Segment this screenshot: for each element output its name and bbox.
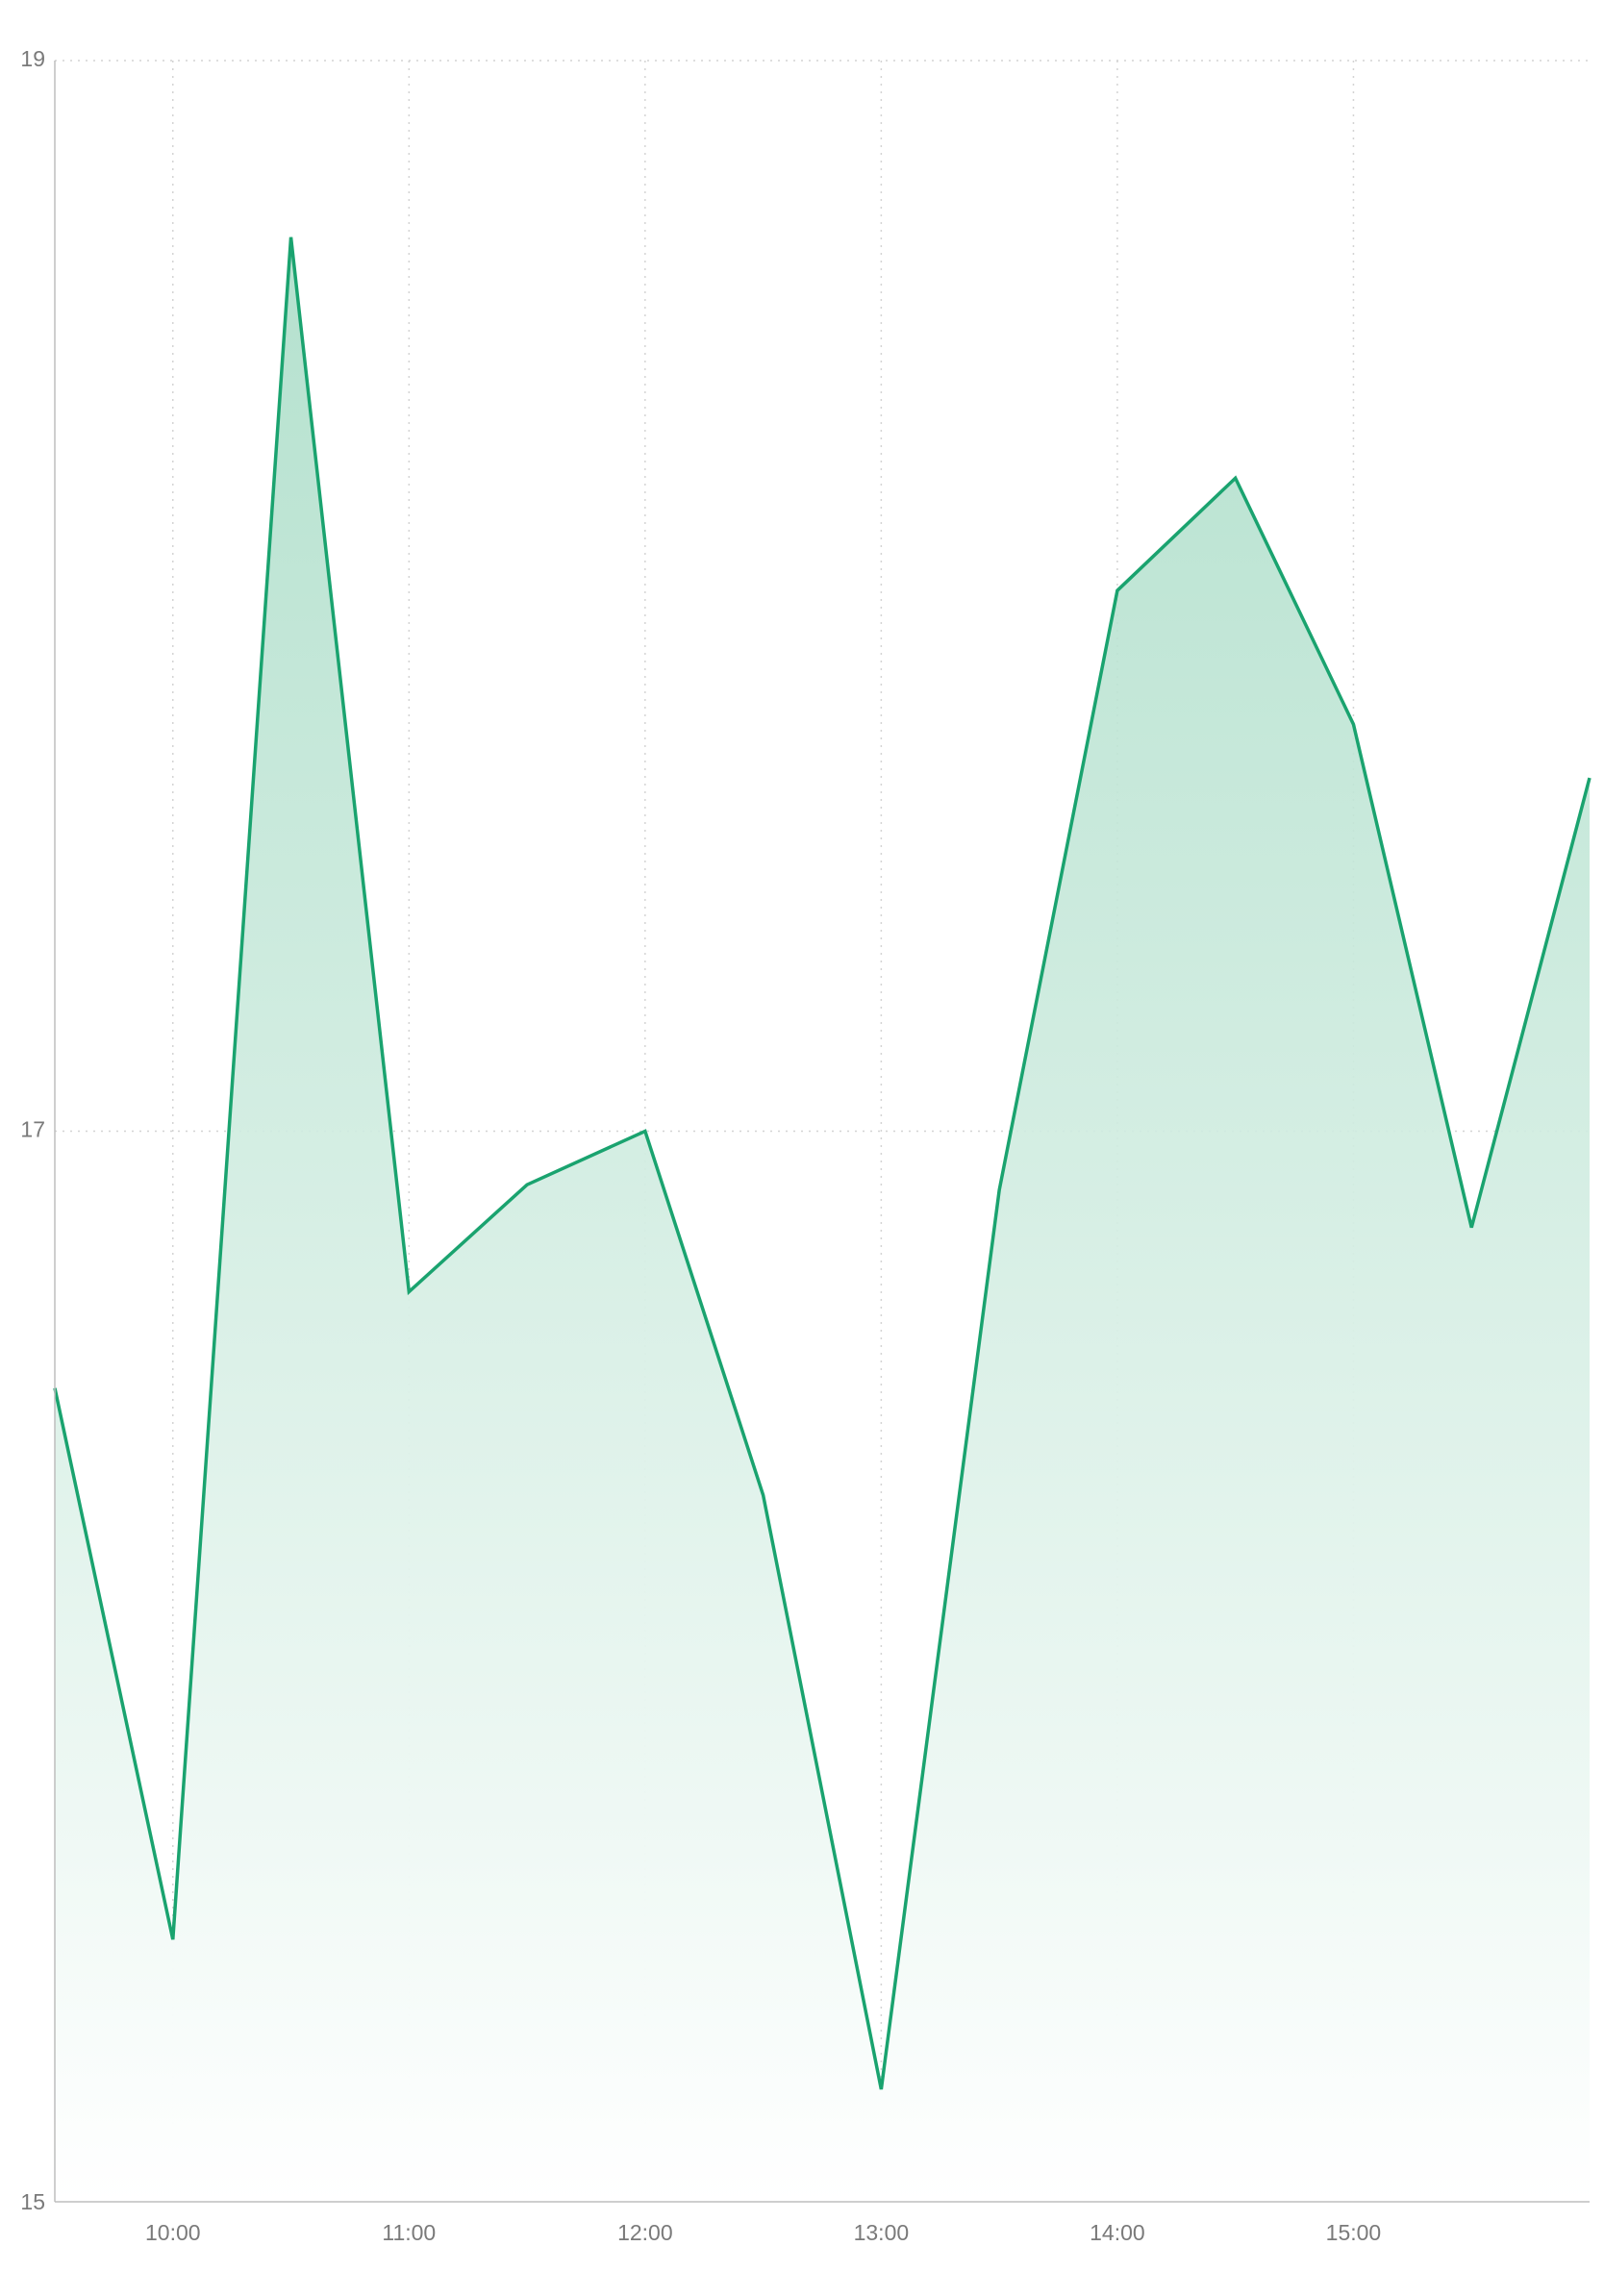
x-tick-label: 10:00 bbox=[145, 2220, 201, 2245]
series-line bbox=[53, 237, 1591, 2090]
x-tick-label: 12:00 bbox=[617, 2220, 673, 2245]
y-tick-label: 17 bbox=[20, 1117, 45, 1142]
y-tick-label: 19 bbox=[20, 46, 45, 71]
area-fill-layer bbox=[55, 237, 1590, 2202]
y-tick-label: 15 bbox=[20, 2189, 45, 2214]
x-tick-label: 13:00 bbox=[854, 2220, 910, 2245]
area-fill bbox=[55, 237, 1590, 2202]
tick-labels: 15 17 19 10:00 11:00 12:00 13:00 14:00 15:00 bbox=[20, 46, 1381, 2245]
axes bbox=[54, 61, 1590, 2203]
x-tick-label: 11:00 bbox=[382, 2220, 436, 2245]
x-tick-label: 15:00 bbox=[1326, 2220, 1382, 2245]
x-tick-label: 14:00 bbox=[1090, 2220, 1145, 2245]
